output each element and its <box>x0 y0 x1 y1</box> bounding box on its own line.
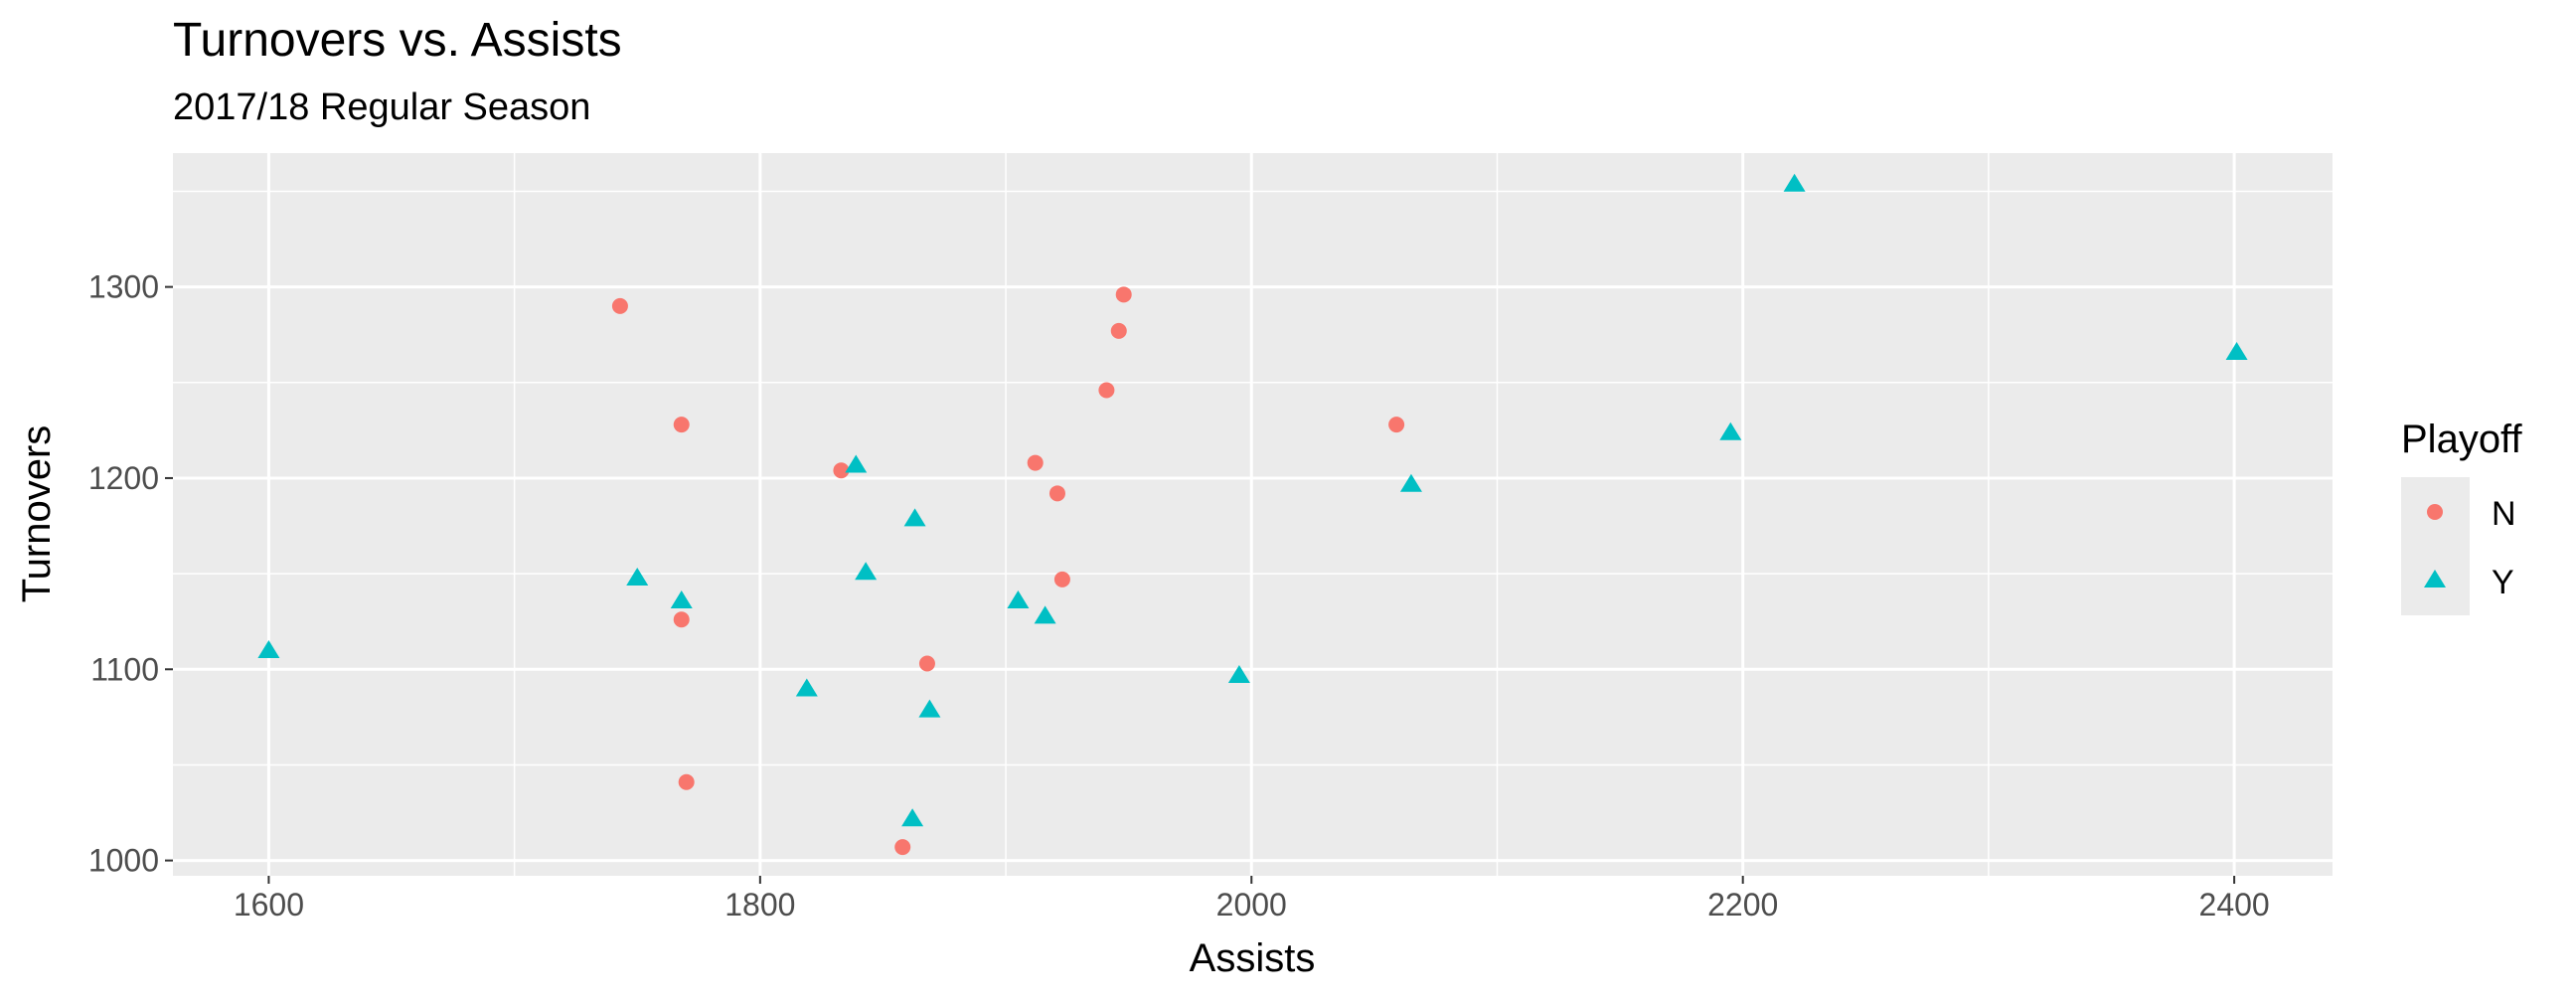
data-points <box>257 173 2248 856</box>
data-point-n <box>1115 286 1132 303</box>
data-point-n <box>1048 485 1065 502</box>
x-tick-label: 2200 <box>1707 887 1778 923</box>
data-point-y <box>1034 605 1056 624</box>
data-point-n <box>611 297 628 314</box>
y-tick-label: 1000 <box>88 843 159 879</box>
data-point-y <box>1719 421 1742 440</box>
chart-subtitle: 2017/18 Regular Season <box>173 86 590 128</box>
data-point-y <box>626 567 649 586</box>
data-point-y <box>918 699 941 718</box>
data-point-y <box>795 678 818 697</box>
data-point-n <box>673 611 690 628</box>
data-point-y <box>855 562 878 581</box>
x-tick-label: 1600 <box>234 887 304 923</box>
legend-title: Playoff <box>2401 418 2522 461</box>
x-tick-label: 2400 <box>2199 887 2270 923</box>
data-point-n <box>1053 571 1070 587</box>
x-axis-ticks: 1600 1800 2000 2200 2400 <box>234 876 2270 923</box>
data-point-y <box>2225 342 2248 361</box>
chart-title: Turnovers vs. Assists <box>173 14 622 67</box>
data-point-y <box>903 508 926 527</box>
y-tick-label: 1100 <box>90 651 159 687</box>
data-point-y <box>845 454 868 473</box>
y-axis-ticks: 1000 1100 1200 1300 <box>88 269 173 879</box>
y-tick-label: 1200 <box>88 460 159 496</box>
x-tick-label: 2000 <box>1216 887 1287 923</box>
legend-key-y-triangle <box>2424 570 2446 587</box>
data-point-n <box>673 417 690 433</box>
data-point-n <box>678 773 695 790</box>
legend-key-background <box>2401 477 2470 615</box>
data-point-n <box>1388 417 1405 433</box>
x-axis-title: Assists <box>1190 936 1316 980</box>
data-point-y <box>1783 173 1806 192</box>
data-point-y <box>1007 590 1030 609</box>
x-tick-label: 1800 <box>724 887 795 923</box>
legend-label-y: Y <box>2492 564 2514 601</box>
legend-label-n: N <box>2492 495 2516 533</box>
legend: Playoff N Y <box>2401 418 2522 615</box>
y-tick-label: 1300 <box>88 269 159 305</box>
data-point-n <box>1027 454 1044 471</box>
data-point-n <box>1098 382 1115 399</box>
data-point-y <box>1399 473 1422 492</box>
data-point-n <box>1110 322 1127 339</box>
y-axis-title: Turnovers <box>15 425 59 603</box>
major-gridlines <box>173 153 2333 876</box>
legend-key-n-circle <box>2427 504 2443 520</box>
data-point-n <box>918 655 935 672</box>
data-point-y <box>257 640 280 659</box>
data-point-y <box>901 808 924 827</box>
data-point-y <box>670 590 693 609</box>
data-point-n <box>894 839 911 856</box>
data-point-n <box>833 462 850 479</box>
data-point-y <box>1227 665 1250 684</box>
